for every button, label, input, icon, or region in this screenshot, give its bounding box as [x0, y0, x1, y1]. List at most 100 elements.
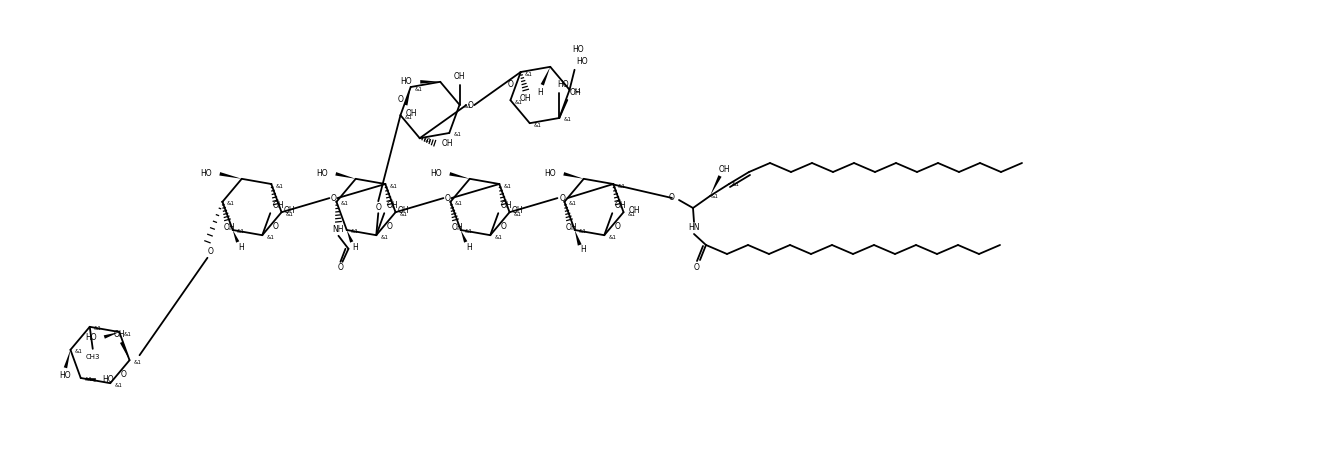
Text: &1: &1	[133, 360, 141, 365]
Polygon shape	[460, 230, 467, 243]
Text: &1: &1	[415, 87, 423, 91]
Polygon shape	[81, 378, 96, 382]
Text: O: O	[694, 263, 700, 273]
Text: &1: &1	[579, 229, 587, 235]
Text: H: H	[538, 88, 543, 97]
Text: &1: &1	[711, 194, 719, 198]
Text: &1: &1	[618, 184, 626, 188]
Polygon shape	[335, 172, 356, 179]
Text: &1: &1	[515, 100, 523, 105]
Text: OH: OH	[387, 201, 398, 210]
Text: &1: &1	[563, 117, 571, 122]
Text: OH: OH	[718, 164, 730, 173]
Text: O: O	[615, 222, 620, 231]
Text: O: O	[444, 194, 451, 203]
Text: &1: &1	[524, 72, 532, 76]
Text: H: H	[580, 245, 586, 254]
Text: HO: HO	[430, 169, 442, 179]
Text: HO: HO	[576, 57, 588, 66]
Text: OH: OH	[614, 201, 626, 210]
Text: OH: OH	[283, 205, 295, 214]
Text: O: O	[559, 194, 566, 203]
Text: &1: &1	[454, 132, 462, 138]
Text: &1: &1	[85, 377, 92, 382]
Text: O: O	[467, 101, 474, 110]
Text: &1: &1	[340, 201, 348, 206]
Text: HO: HO	[85, 333, 97, 341]
Text: OH: OH	[500, 201, 512, 210]
Text: &1: &1	[514, 211, 522, 217]
Text: &1: &1	[351, 229, 359, 235]
Text: O: O	[375, 203, 382, 211]
Text: O: O	[508, 80, 514, 89]
Text: OH: OH	[511, 205, 523, 214]
Text: &1: &1	[93, 326, 101, 331]
Text: OH: OH	[452, 223, 463, 232]
Text: O: O	[387, 222, 392, 231]
Text: &1: &1	[115, 383, 123, 388]
Text: HO: HO	[558, 81, 568, 89]
Polygon shape	[420, 80, 440, 83]
Text: HO: HO	[400, 77, 412, 86]
Text: &1: &1	[390, 184, 398, 188]
Text: O: O	[272, 222, 279, 231]
Polygon shape	[575, 230, 582, 245]
Text: &1: &1	[236, 229, 244, 235]
Text: OH: OH	[566, 223, 578, 232]
Text: &1: &1	[568, 201, 576, 206]
Text: &1: &1	[285, 211, 293, 217]
Polygon shape	[219, 172, 241, 179]
Text: &1: &1	[495, 235, 502, 240]
Text: &1: &1	[627, 211, 635, 217]
Polygon shape	[540, 67, 550, 86]
Polygon shape	[563, 172, 584, 179]
Text: HO: HO	[103, 375, 115, 384]
Text: O: O	[500, 222, 507, 231]
Text: &1: &1	[534, 122, 542, 128]
Text: HO: HO	[200, 169, 212, 179]
Polygon shape	[64, 350, 71, 368]
Text: HO: HO	[544, 169, 556, 179]
Text: OH: OH	[520, 94, 531, 103]
Text: &1: &1	[463, 104, 471, 109]
Polygon shape	[450, 172, 470, 179]
Text: O: O	[121, 370, 127, 380]
Text: OH: OH	[224, 223, 235, 232]
Text: &1: &1	[503, 184, 511, 188]
Text: OH: OH	[272, 201, 284, 210]
Text: HO: HO	[60, 371, 71, 380]
Text: H: H	[466, 244, 472, 252]
Text: H: H	[352, 244, 358, 252]
Text: &1: &1	[608, 235, 616, 240]
Polygon shape	[104, 332, 119, 339]
Text: OH: OH	[442, 138, 454, 148]
Text: &1: &1	[464, 229, 472, 235]
Text: &1: &1	[75, 349, 83, 354]
Text: OH: OH	[398, 205, 410, 214]
Polygon shape	[404, 87, 411, 106]
Text: &1: &1	[267, 235, 273, 240]
Text: CH3: CH3	[85, 354, 100, 360]
Text: HO: HO	[572, 45, 584, 54]
Text: OH: OH	[570, 89, 580, 97]
Text: O: O	[338, 263, 343, 272]
Text: &1: &1	[400, 211, 407, 217]
Text: &1: &1	[732, 181, 740, 187]
Text: O: O	[208, 247, 213, 256]
Text: NH: NH	[332, 225, 344, 234]
Polygon shape	[347, 230, 354, 243]
Text: &1: &1	[574, 89, 582, 94]
Text: OH: OH	[406, 108, 418, 118]
Text: &1: &1	[380, 235, 388, 240]
Text: OH: OH	[628, 205, 640, 214]
Text: &1: &1	[123, 332, 131, 336]
Text: &1: &1	[404, 115, 412, 120]
Text: O: O	[398, 95, 404, 104]
Text: H: H	[237, 244, 244, 252]
Text: &1: &1	[275, 184, 283, 188]
Text: &1: &1	[424, 138, 432, 143]
Text: &1: &1	[455, 201, 463, 206]
Text: O: O	[670, 194, 675, 203]
Text: HO: HO	[316, 169, 328, 179]
Text: OH: OH	[454, 72, 466, 81]
